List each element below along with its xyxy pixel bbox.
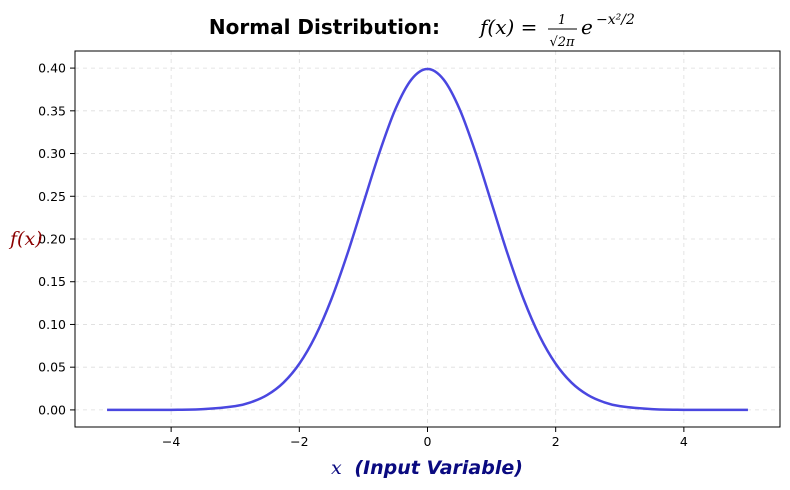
x-axis-label-text: (Input Variable) — [354, 457, 523, 479]
y-tick-label: 0.15 — [38, 274, 66, 289]
x-axis-label: x (Input Variable) — [331, 457, 523, 479]
plot-area — [107, 67, 748, 412]
title-formula-exponent: −x²/2 — [596, 12, 635, 28]
chart-title-formula: f(x) = 1 √2π e −x²/2 — [478, 12, 635, 50]
y-tick-label: 0.25 — [38, 189, 66, 204]
y-tick-label: 0.40 — [38, 61, 66, 76]
x-tick-label: −4 — [162, 434, 180, 449]
y-tick-label: 0.30 — [38, 146, 66, 161]
y-axis-ticks: 0.00 0.05 0.10 0.15 0.20 0.25 0.30 0.35 0.40 — [38, 61, 75, 417]
grid-lines — [75, 51, 780, 427]
x-axis-ticks: −4 −2 0 2 4 — [162, 427, 688, 449]
title-formula-denominator: √2π — [549, 35, 575, 50]
title-formula-lhs: f(x) = — [478, 15, 537, 39]
y-tick-label: 0.35 — [38, 103, 66, 118]
x-tick-label: −2 — [290, 434, 308, 449]
x-tick-label: 0 — [424, 434, 432, 449]
y-tick-label: 0.20 — [38, 232, 66, 247]
x-tick-label: 2 — [552, 434, 560, 449]
x-tick-label: 4 — [680, 434, 688, 449]
y-tick-label: 0.00 — [38, 402, 66, 417]
y-tick-label: 0.10 — [38, 317, 66, 332]
x-axis-label-variable: x — [331, 457, 342, 479]
y-tick-label: 0.05 — [38, 360, 66, 375]
density-curve — [107, 67, 748, 412]
chart-title: Normal Distribution: — [209, 15, 440, 39]
y-axis-label: f(x) — [8, 228, 43, 250]
title-formula-numerator: 1 — [558, 13, 566, 28]
title-formula-base: e — [581, 15, 593, 39]
